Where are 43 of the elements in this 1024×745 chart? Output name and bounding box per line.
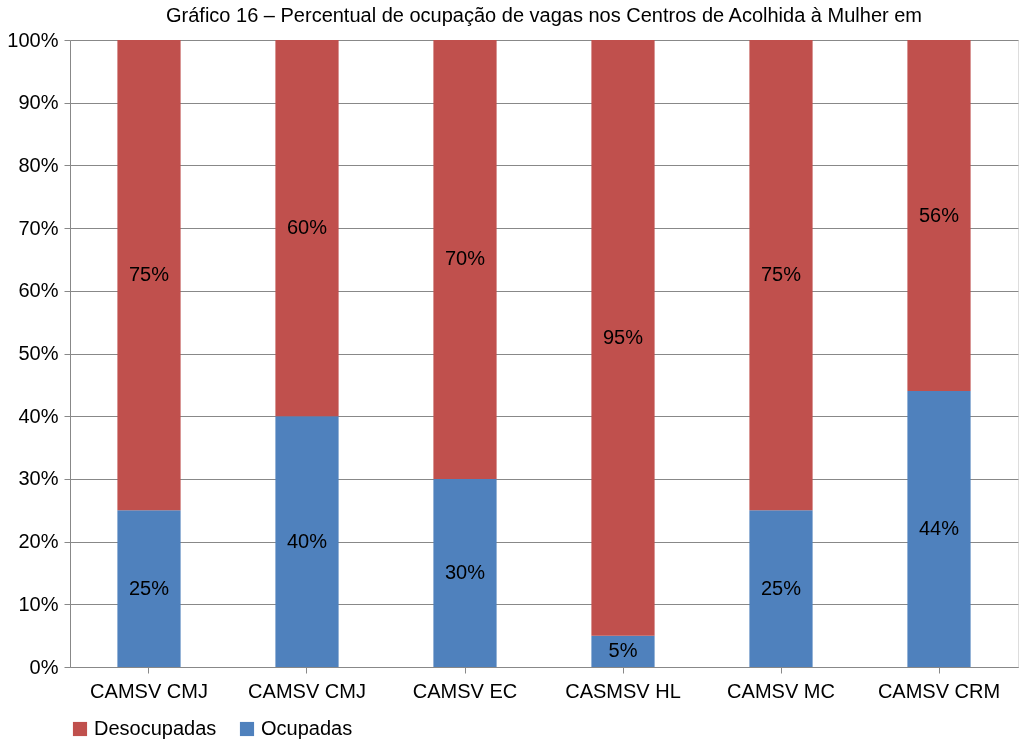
data-label: 60%	[286, 216, 328, 239]
x-tick-label: CAMSV EC	[412, 679, 518, 702]
y-tick-label: 90%	[18, 91, 59, 114]
y-tick-label: 50%	[18, 342, 59, 364]
chart-title: Gráfico 16 – Percentual de ocupação de vagas nos Centros de Acolhida à Mulher em	[165, 4, 923, 26]
bar	[749, 510, 813, 667]
legend-label: Desocupadas	[94, 717, 217, 739]
y-tick-label: 100%	[7, 28, 59, 51]
y-tick-label: 40%	[18, 404, 59, 427]
data-label: 75%	[760, 263, 802, 286]
data-label: 44%	[918, 517, 960, 540]
data-label: 25%	[128, 576, 170, 599]
y-tick-label: 60%	[18, 279, 59, 302]
y-tick-label: 80%	[18, 153, 59, 176]
bar	[275, 416, 339, 667]
y-tick-label: 30%	[18, 467, 59, 490]
data-label: 5%	[608, 639, 638, 662]
bar	[591, 40, 655, 636]
data-label: 95%	[602, 325, 644, 348]
x-tick-label: CAMSV MC	[727, 679, 835, 702]
bar	[117, 510, 181, 667]
bar	[907, 391, 971, 667]
x-tick-label: CAMSV CRM	[877, 679, 1001, 702]
x-tick-label: CAMSV CMJ	[248, 679, 366, 702]
bar	[433, 40, 497, 479]
bar	[907, 40, 971, 392]
y-tick-label: 0%	[29, 655, 59, 678]
data-label: 75%	[128, 263, 170, 286]
bar	[275, 40, 339, 417]
data-label: 25%	[760, 576, 802, 599]
x-tick-label: CASMSV HL	[565, 679, 681, 702]
legend-label: Ocupadas	[261, 717, 353, 739]
y-tick-label: 70%	[18, 216, 59, 239]
data-label: 30%	[444, 560, 486, 583]
y-tick-label: 20%	[18, 530, 59, 553]
x-tick-label: CAMSV CMJ	[90, 679, 208, 702]
data-label: 40%	[286, 529, 328, 552]
y-tick-label: 10%	[18, 592, 59, 615]
bar	[117, 40, 181, 511]
bar	[433, 478, 497, 667]
data-label: 56%	[918, 203, 960, 226]
data-label: 70%	[444, 247, 486, 270]
bar	[749, 40, 813, 511]
